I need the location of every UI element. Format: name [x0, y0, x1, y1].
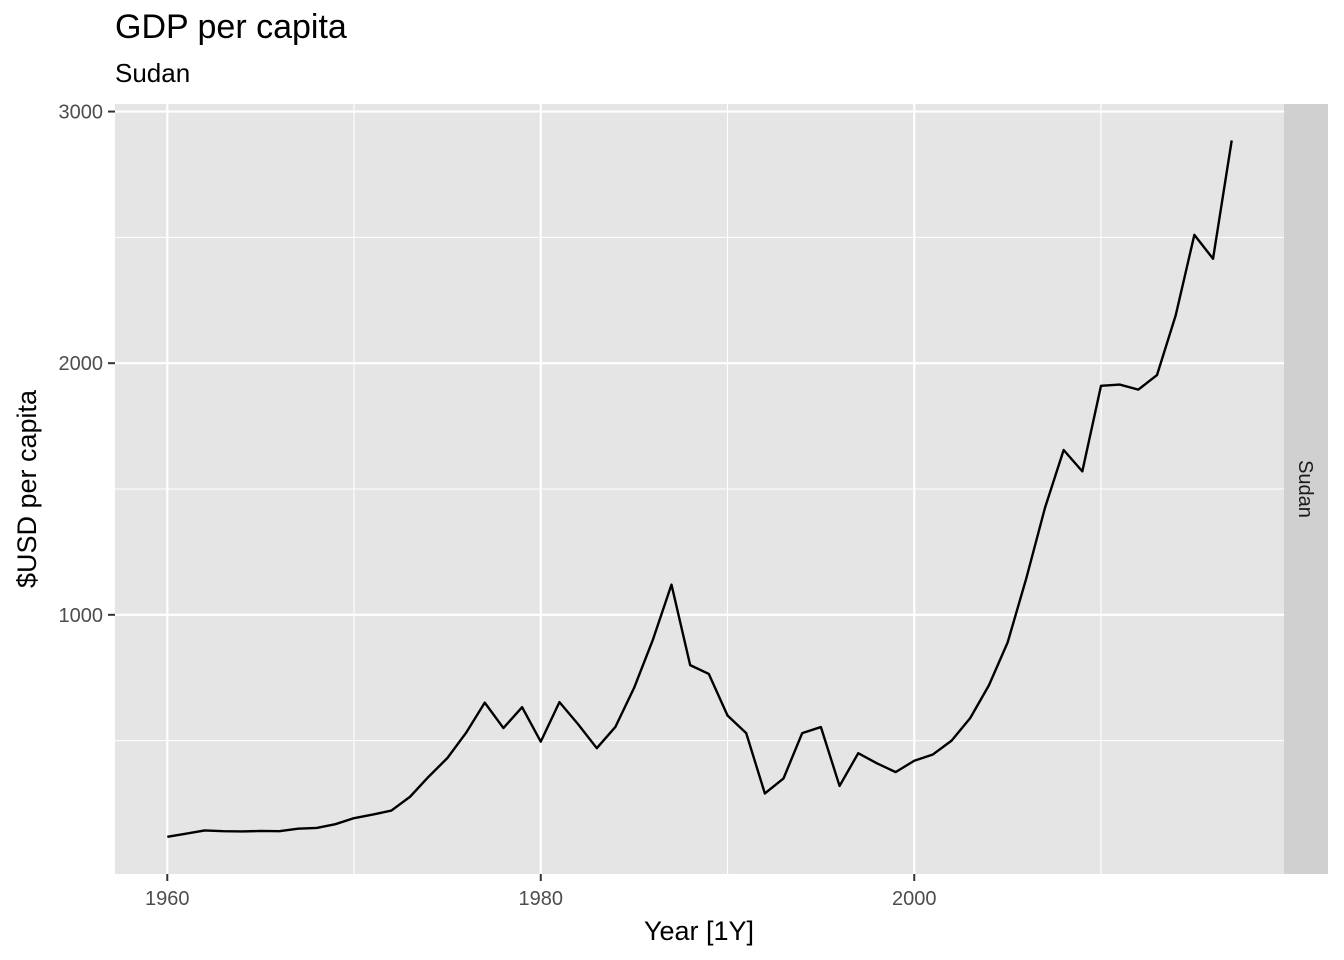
series-line-gdp-per-capita — [167, 140, 1233, 838]
chart-subtitle: Sudan — [115, 58, 191, 88]
facet-strip — [1284, 104, 1328, 874]
x-axis-title: Year [1Y] — [644, 916, 754, 946]
axis-ticks — [108, 110, 916, 881]
x-tick-label: 1980 — [519, 888, 564, 910]
facet-strip-label: Sudan — [1294, 460, 1316, 518]
chart-title: GDP per capita — [115, 8, 347, 46]
x-tick-label: 1960 — [145, 888, 190, 910]
y-tick-label: 1000 — [59, 605, 104, 627]
minor-gridlines — [115, 104, 1284, 874]
major-gridlines — [115, 104, 1284, 874]
y-tick-label: 3000 — [59, 102, 104, 124]
y-tick-label: 2000 — [59, 353, 104, 375]
tick-labels: 1960 1980 2000 1000 2000 3000 — [59, 102, 937, 910]
x-tick-label: 2000 — [892, 888, 937, 910]
y-axis-title: $USD per capita — [12, 389, 42, 588]
